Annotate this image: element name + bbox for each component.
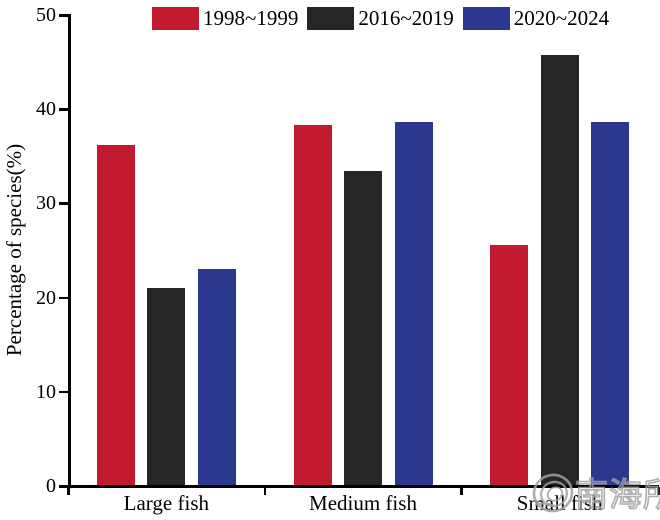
legend-swatch-red [152, 7, 199, 30]
legend-label: 1998~1999 [203, 6, 299, 30]
legend-swatch-black [307, 7, 355, 30]
legend-label: 2016~2019 [358, 6, 454, 30]
x-axis-line [59, 485, 659, 488]
bar-1998~1999-Small fish [490, 244, 529, 486]
y-tick-label: 50 [36, 4, 56, 26]
legend-item-2016-2019: 2016~2019 [307, 6, 454, 31]
bar-2016~2019-Large fish [147, 288, 186, 486]
bar-2020~2024-Large fish [197, 269, 236, 486]
y-tick-mark [59, 296, 68, 300]
x-tick-label: Small fish [516, 491, 603, 515]
y-axis-line [68, 14, 71, 487]
y-tick-mark [59, 108, 68, 111]
x-tick-label: Large fish [123, 491, 209, 515]
y-tick-label: 20 [36, 286, 56, 309]
legend-item-2020-2024: 2020~2024 [462, 6, 610, 31]
y-tick-label: 30 [36, 192, 56, 215]
x-tick-label: Medium fish [309, 491, 417, 515]
x-tick-mark [460, 487, 463, 495]
legend-label: 2020~2024 [513, 6, 610, 30]
x-tick-mark [67, 487, 70, 495]
bar-2016~2019-Medium fish [344, 171, 382, 486]
y-tick-label: 10 [36, 380, 56, 403]
legend: 1998~1999 2016~2019 2020~2024 [152, 6, 609, 31]
x-tick-mark [263, 487, 267, 495]
y-tick-label: 40 [36, 98, 56, 121]
bar-2020~2024-Medium fish [394, 122, 433, 486]
legend-item-1998-1999: 1998~1999 [152, 6, 298, 31]
y-axis-title: Percentage of species(%) [2, 143, 26, 357]
y-tick-mark [59, 202, 68, 205]
y-tick-label: 0 [46, 475, 56, 497]
x-tick-mark [657, 487, 660, 495]
y-tick-mark [59, 14, 68, 17]
bar-1998~1999-Large fish [96, 144, 135, 486]
bar-2016~2019-Small fish [540, 54, 579, 486]
bar-1998~1999-Medium fish [293, 125, 332, 486]
y-tick-mark [59, 390, 68, 394]
bar-2020~2024-Small fish [591, 122, 630, 486]
legend-swatch-blue [462, 7, 510, 30]
